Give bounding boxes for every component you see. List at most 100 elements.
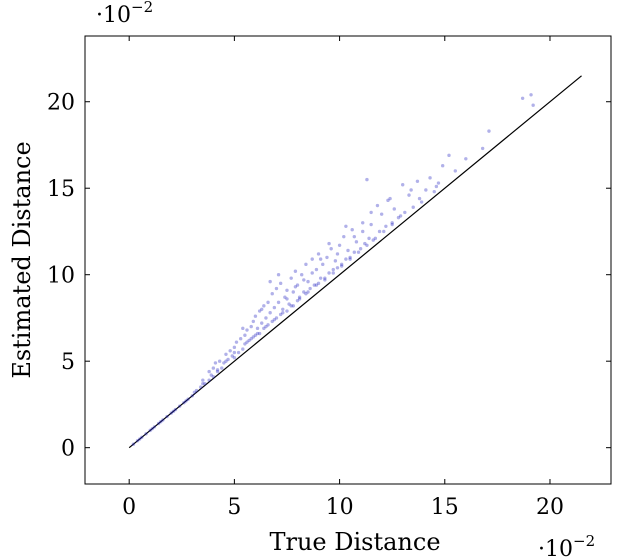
scatter-point: [251, 335, 256, 339]
scatter-point: [327, 241, 331, 246]
scatter-point: [287, 302, 291, 306]
scatter-point: [201, 381, 205, 386]
scatter-point: [272, 317, 277, 322]
scatter-point: [327, 271, 331, 275]
scatter-point: [348, 255, 352, 260]
scatter-point: [159, 420, 163, 424]
scatter-point: [352, 250, 357, 254]
scatter-point: [310, 271, 314, 275]
y-tick-label: 20: [47, 91, 75, 116]
scatter-point: [392, 207, 396, 211]
scatter-point: [291, 290, 295, 294]
x-tick-label: 10: [326, 495, 354, 520]
scatter-point: [241, 326, 245, 331]
scatter-point: [293, 285, 298, 289]
scatter-point: [310, 257, 314, 261]
scatter-point: [337, 243, 342, 247]
y-axis: 0 5 10 15 20: [47, 91, 611, 462]
scatter-point: [213, 361, 218, 365]
scatter-point: [253, 314, 258, 318]
scatter-point: [529, 93, 533, 97]
scatter-point: [453, 169, 458, 173]
scatter-point: [215, 368, 220, 372]
scatter-point: [373, 236, 378, 241]
y-tick-label: 15: [47, 177, 75, 202]
scatter-point: [241, 347, 245, 351]
scatter-point: [318, 276, 323, 280]
scatter-point: [382, 229, 386, 234]
scatter-point: [356, 250, 361, 254]
scatter-point: [361, 221, 365, 225]
scatter-point: [226, 357, 230, 362]
x-tick-label: 15: [431, 495, 459, 520]
scatter-point: [255, 331, 260, 336]
scatter-point: [434, 184, 439, 189]
scatter-point: [264, 324, 268, 329]
scatter-point: [487, 129, 491, 133]
scatter-point: [253, 333, 258, 337]
scatter-point: [316, 281, 321, 286]
scatter-point: [192, 390, 197, 395]
scatter-point: [270, 292, 274, 296]
scatter-point: [390, 222, 394, 227]
scatter-point: [295, 298, 300, 303]
y-axis-multiplier: ·10−2: [96, 0, 153, 28]
scatter-point: [297, 295, 302, 299]
scatter-point: [348, 257, 352, 261]
y-tick-label: 10: [47, 264, 75, 289]
scatter-point: [211, 366, 216, 370]
scatter-point: [268, 279, 272, 284]
scatter-point: [255, 326, 260, 331]
scatter-point: [234, 340, 239, 344]
scatter-point: [335, 252, 340, 256]
scatter-point: [274, 286, 279, 291]
plot-frame: [84, 35, 612, 485]
scatter-point: [278, 312, 283, 317]
scatter-point: [308, 286, 312, 291]
scatter-point: [323, 278, 327, 282]
scatter-point: [401, 183, 405, 187]
scatter-point: [329, 247, 333, 251]
scatter-point: [243, 333, 247, 337]
scatter-point: [283, 295, 287, 299]
scatter-point: [281, 311, 285, 315]
scatter-point: [318, 257, 323, 261]
scatter-point: [333, 259, 338, 263]
scatter-point: [302, 290, 306, 294]
scatter-point: [520, 96, 525, 100]
scatter-point: [243, 342, 247, 346]
scatter-point: [300, 273, 304, 277]
scatter-point: [207, 378, 211, 382]
scatter-point: [194, 388, 199, 393]
scatter-point: [186, 397, 190, 401]
scatter-point: [169, 411, 173, 415]
scatter-point: [346, 248, 350, 253]
scatter-point: [350, 228, 354, 232]
scatter-point: [150, 426, 155, 431]
scatter-point: [367, 236, 371, 241]
scatter-point: [171, 409, 176, 414]
scatter-point: [131, 442, 136, 446]
scatter-point: [209, 373, 213, 377]
scatter-point: [440, 164, 445, 168]
scatter-point: [314, 283, 319, 287]
scatter-point: [312, 283, 317, 287]
scatter-point: [224, 352, 228, 356]
scatter-point: [335, 266, 340, 270]
scatter-point: [281, 307, 285, 311]
scatter-point: [268, 311, 272, 315]
scatter-point: [249, 337, 253, 341]
scatter-point: [270, 319, 274, 324]
scatter-point: [369, 222, 373, 227]
scatter-point: [428, 176, 432, 180]
scatter-point: [306, 279, 310, 284]
scatter-point: [342, 234, 346, 239]
scatter-point: [251, 319, 256, 324]
scatter-point: [295, 283, 300, 287]
scatter-point: [207, 369, 211, 374]
scatter-point: [409, 188, 413, 192]
x-tick-label: 20: [536, 495, 564, 520]
x-tick-label: 5: [227, 495, 241, 520]
scatter-point: [247, 338, 251, 343]
scatter-point: [201, 378, 205, 382]
